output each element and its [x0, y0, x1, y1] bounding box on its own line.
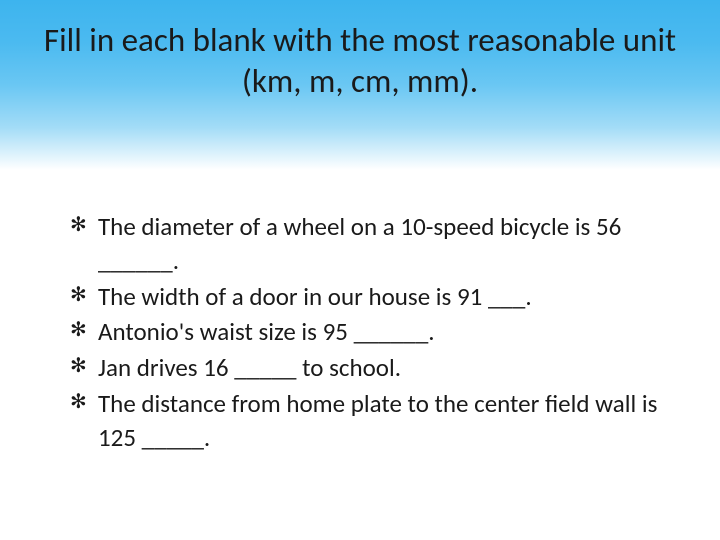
- list-item: The diameter of a wheel on a 10-speed bi…: [70, 210, 660, 278]
- body-area: The diameter of a wheel on a 10-speed bi…: [70, 210, 660, 456]
- title-area: Fill in each blank with the most reasona…: [0, 0, 720, 170]
- list-item: The width of a door in our house is 91 _…: [70, 280, 660, 314]
- bullet-list: The diameter of a wheel on a 10-speed bi…: [70, 210, 660, 454]
- list-item: Jan drives 16 _____ to school.: [70, 351, 660, 385]
- slide-title: Fill in each blank with the most reasona…: [40, 20, 680, 103]
- slide: Fill in each blank with the most reasona…: [0, 0, 720, 540]
- list-item: Antonio's waist size is 95 ______.: [70, 315, 660, 349]
- list-item: The distance from home plate to the cent…: [70, 387, 660, 455]
